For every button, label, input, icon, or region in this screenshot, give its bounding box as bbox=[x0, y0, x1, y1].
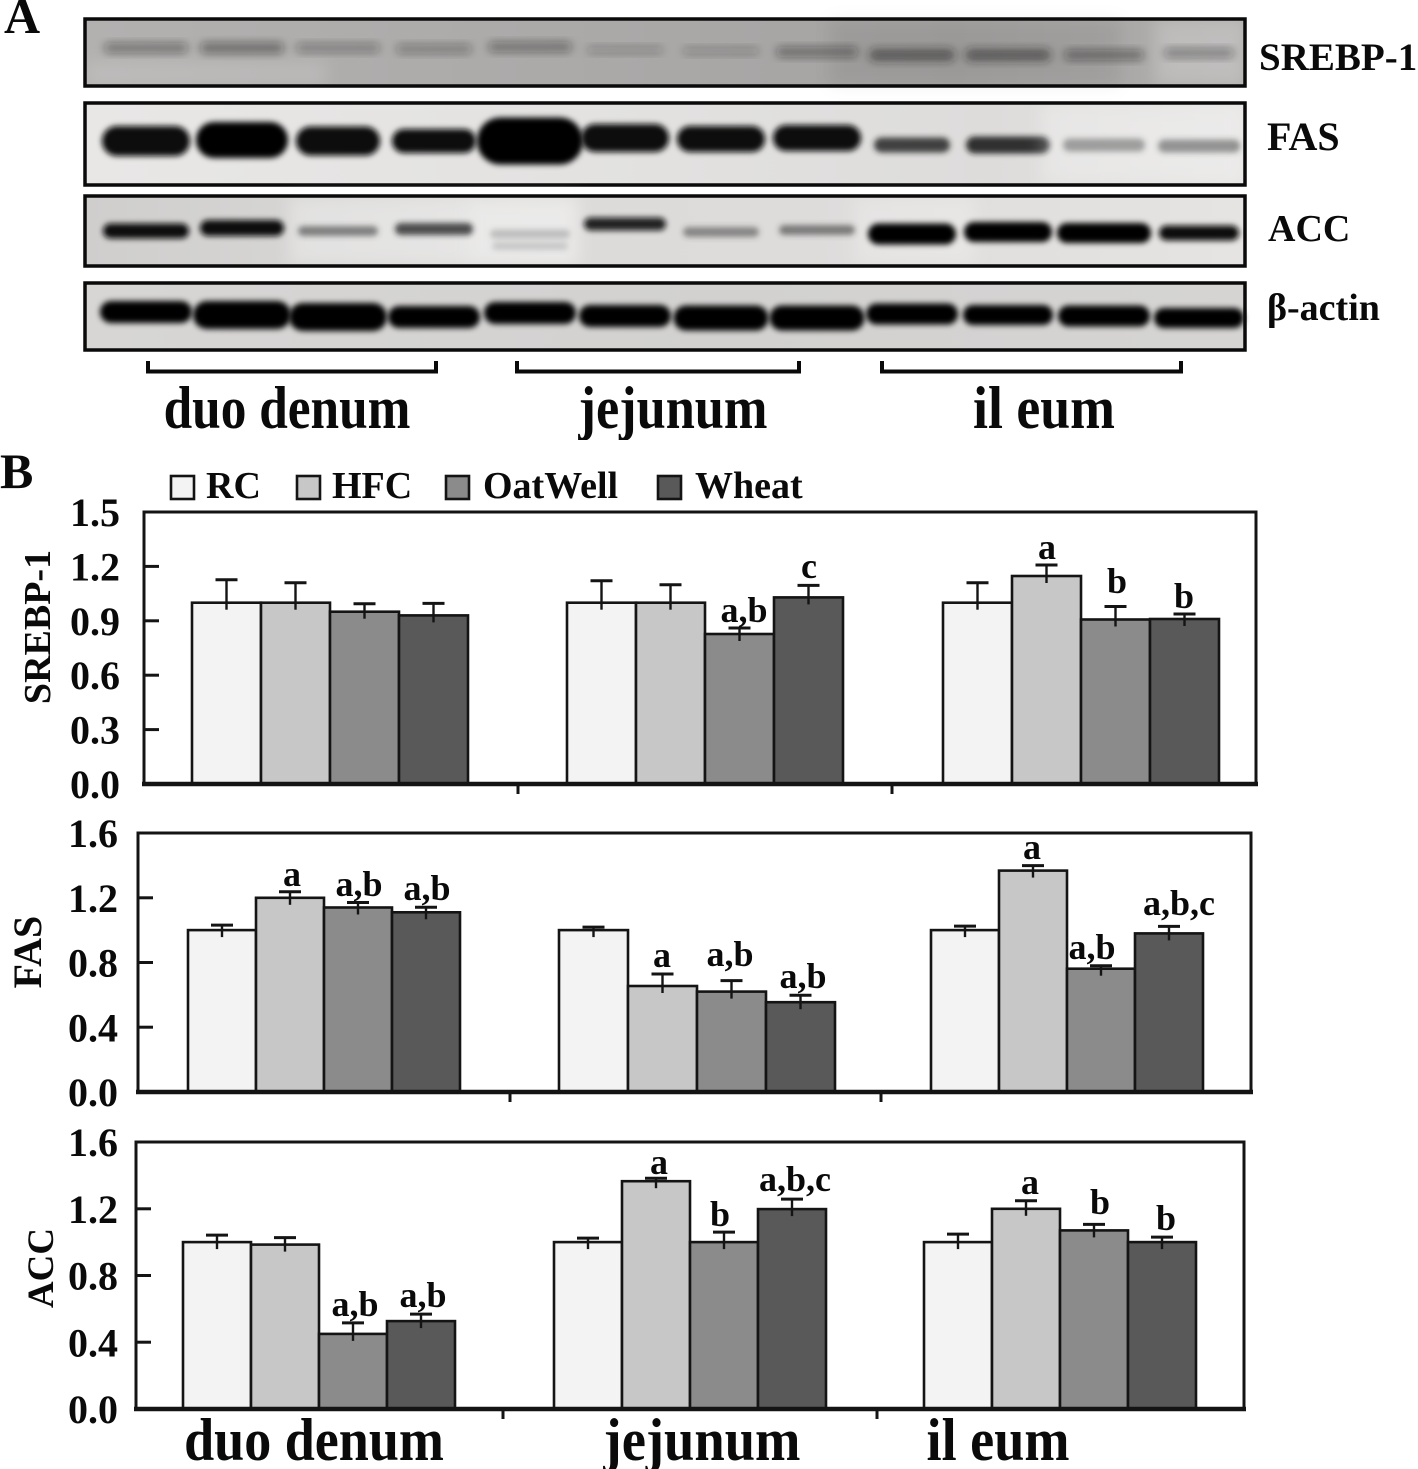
svg-text:a,b: a,b bbox=[331, 1284, 378, 1324]
svg-text:a,b: a,b bbox=[335, 864, 382, 904]
svg-text:a: a bbox=[1023, 827, 1041, 867]
svg-text:0.0: 0.0 bbox=[70, 762, 120, 807]
svg-text:0.9: 0.9 bbox=[70, 599, 120, 644]
svg-text:1.6: 1.6 bbox=[68, 811, 118, 856]
svg-text:A: A bbox=[4, 0, 40, 44]
svg-text:il eum: il eum bbox=[973, 375, 1115, 440]
svg-text:a,b: a,b bbox=[399, 1275, 446, 1315]
svg-text:1.5: 1.5 bbox=[70, 490, 120, 535]
svg-text:a,b: a,b bbox=[1068, 927, 1115, 967]
svg-text:RC: RC bbox=[206, 465, 261, 507]
svg-text:0.4: 0.4 bbox=[68, 1005, 118, 1050]
svg-text:1.2: 1.2 bbox=[68, 876, 118, 921]
svg-text:a,b: a,b bbox=[706, 934, 753, 974]
svg-text:SREBP-1: SREBP-1 bbox=[17, 550, 59, 704]
svg-text:duo denum: duo denum bbox=[164, 375, 411, 440]
svg-text:a,b,c: a,b,c bbox=[1143, 883, 1215, 923]
svg-text:0.8: 0.8 bbox=[68, 1254, 118, 1299]
svg-text:0.3: 0.3 bbox=[70, 708, 120, 753]
svg-text:HFC: HFC bbox=[332, 465, 412, 507]
svg-text:B: B bbox=[0, 443, 33, 499]
svg-text:il eum: il eum bbox=[927, 1408, 1070, 1469]
svg-text:a: a bbox=[1038, 527, 1056, 567]
svg-text:β-actin: β-actin bbox=[1267, 287, 1380, 329]
svg-text:jejunum: jejunum bbox=[578, 376, 768, 440]
svg-text:0.8: 0.8 bbox=[68, 941, 118, 986]
svg-text:0.0: 0.0 bbox=[68, 1387, 118, 1432]
svg-text:b: b bbox=[710, 1194, 730, 1234]
svg-text:a: a bbox=[1021, 1162, 1039, 1202]
svg-text:0.6: 0.6 bbox=[70, 653, 120, 698]
svg-text:1.6: 1.6 bbox=[68, 1120, 118, 1165]
svg-text:ACC: ACC bbox=[21, 1228, 62, 1308]
svg-text:b: b bbox=[1107, 561, 1127, 601]
svg-text:FAS: FAS bbox=[5, 916, 50, 989]
svg-text:a,b,c: a,b,c bbox=[759, 1159, 831, 1199]
svg-text:b: b bbox=[1090, 1182, 1110, 1222]
svg-text:duo denum: duo denum bbox=[184, 1407, 444, 1469]
svg-text:a: a bbox=[283, 854, 301, 894]
svg-text:a: a bbox=[650, 1142, 668, 1182]
svg-text:OatWell: OatWell bbox=[483, 465, 618, 507]
svg-text:SREBP-1: SREBP-1 bbox=[1259, 36, 1417, 79]
svg-text:a: a bbox=[653, 935, 671, 975]
svg-text:Wheat: Wheat bbox=[695, 465, 803, 507]
svg-text:b: b bbox=[1174, 576, 1194, 616]
svg-text:a,b: a,b bbox=[403, 868, 450, 908]
svg-text:0.4: 0.4 bbox=[68, 1320, 118, 1365]
svg-text:0.0: 0.0 bbox=[68, 1070, 118, 1115]
svg-text:b: b bbox=[1156, 1198, 1176, 1238]
svg-text:jejunum: jejunum bbox=[603, 1408, 801, 1469]
svg-text:ACC: ACC bbox=[1268, 208, 1350, 250]
svg-text:c: c bbox=[801, 546, 817, 586]
svg-text:FAS: FAS bbox=[1267, 114, 1340, 159]
svg-text:a,b: a,b bbox=[720, 590, 767, 630]
svg-text:a,b: a,b bbox=[779, 956, 826, 996]
svg-text:1.2: 1.2 bbox=[70, 544, 120, 589]
svg-text:1.2: 1.2 bbox=[68, 1187, 118, 1232]
